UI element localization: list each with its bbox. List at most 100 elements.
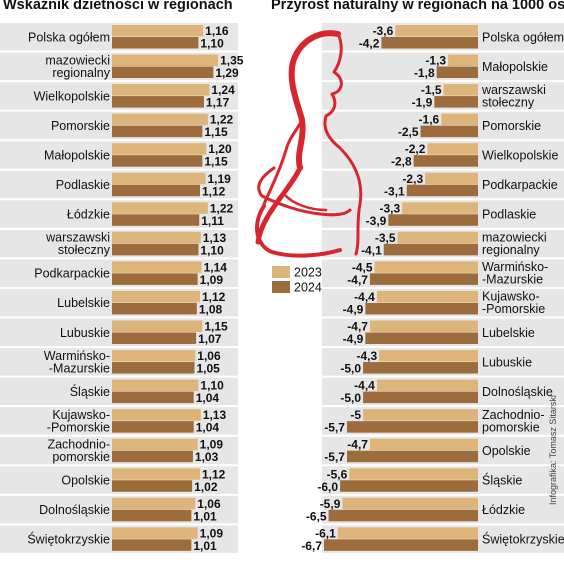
fertility-bar-2023 [112,527,198,539]
growth-bar-2024 [363,362,478,374]
growth-value-2023: -4,4 [354,290,375,304]
growth-value-2024: -5,7 [324,421,345,435]
fertility-bar-2023 [112,438,198,451]
growth-category-label: Polska ogółem [482,30,564,44]
fertility-value-2023: 1,19 [208,172,232,186]
fertility-category-label: Zachodnio- [47,437,110,451]
growth-bar-2023 [369,438,478,451]
growth-bar-2024 [434,96,478,108]
fertility-value-2023: 1,24 [211,83,235,97]
fertility-value-2023: 1,35 [220,54,244,68]
fertility-value-2024: 1,09 [200,273,224,287]
fertility-bar-2023 [112,497,196,510]
growth-bar-2024 [365,332,478,344]
growth-value-2023: -2,3 [402,172,423,186]
fertility-value-2023: 1,06 [197,349,221,363]
fertility-bar-2024 [112,214,200,226]
fertility-value-2024: 1,29 [215,66,239,80]
growth-category-label: regionalny [482,243,540,257]
fertility-bar-2023 [112,172,206,185]
fertility-bar-2023 [112,54,219,67]
growth-value-2024: -6,0 [317,480,338,494]
growth-category-label: Wielkopolskie [482,148,558,162]
growth-value-2024: -4,9 [343,332,364,346]
figure-hand-outline [284,194,328,212]
fertility-value-2024: 1,17 [206,96,230,110]
fertility-category-label: Lubelskie [57,296,110,310]
fertility-bar-2023 [112,379,199,392]
growth-bar-2023 [441,113,478,126]
growth-value-2024: -3,9 [366,214,387,228]
growth-category-label: Świętokrzyskie [482,532,564,547]
fertility-bar-2024 [112,539,192,551]
fertility-bar-2023 [112,468,200,480]
growth-value-2024: -4,2 [359,37,380,51]
legend-label-2024: 2024 [294,281,322,295]
fertility-value-2024: 1,08 [199,302,223,316]
growth-category-label: Lubuskie [482,355,532,369]
fertility-category-label: Opolskie [61,474,110,488]
growth-category-label: pomorskie [482,420,540,434]
growth-category-label: Śląskie [482,473,522,488]
figure-profile-outline [323,32,363,256]
fertility-bar-2024 [112,243,199,256]
legend-swatch-2024 [272,281,290,293]
growth-bar-2023 [376,379,478,392]
growth-value-2023: -3,5 [375,231,396,245]
fertility-value-2024: 1,02 [194,480,218,494]
fertility-bar-2024 [112,391,194,404]
fertility-value-2024: 1,01 [193,539,217,553]
fertility-value-2023: 1,10 [200,379,224,393]
growth-category-label: warszawski [481,83,546,97]
growth-value-2024: -5,0 [340,391,361,405]
fertility-value-2023: 1,12 [202,467,226,481]
growth-category-label: mazowiecki [482,231,547,245]
fertility-bar-2024 [112,421,194,433]
fertility-bar-2024 [112,509,192,522]
growth-bar-2024 [413,155,478,167]
fertility-value-2023: 1,16 [205,24,229,38]
fertility-value-2023: 1,12 [202,290,226,304]
fertility-bar-2024 [112,66,214,79]
fertility-bar-2023 [112,231,201,244]
fertility-category-label: Małopolskie [44,148,110,162]
fertility-bar-2024 [112,302,197,315]
growth-category-label: Lubelskie [482,326,535,340]
growth-bar-2024 [340,480,478,492]
growth-category-label: Dolnośląskie [482,385,553,399]
growth-bar-2024 [383,243,478,256]
fertility-category-label: Dolnośląskie [39,503,110,517]
fertility-value-2024: 1,11 [201,214,224,228]
growth-category-label: Warmińsko- [482,260,548,274]
growth-value-2023: -4,7 [347,438,368,452]
growth-value-2024: -3,1 [384,184,405,198]
fertility-category-label: -Pomorskie [47,420,110,434]
fertility-value-2023: 1,15 [204,320,228,334]
fertility-bar-2024 [112,362,195,374]
fertility-bar-2024 [112,96,204,108]
fertility-bar-2023 [112,320,203,332]
growth-bar-2023 [342,497,478,510]
fertility-category-label: Świętokrzyskie [27,532,110,547]
growth-category-label: Pomorskie [482,119,541,133]
growth-bar-2024 [388,214,478,226]
fertility-value-2024: 1,12 [202,184,226,198]
growth-bar-2024 [406,184,478,197]
fertility-bar-2023 [112,143,207,155]
fertility-category-label: warszawski [45,231,110,245]
growth-category-label: Opolskie [482,444,531,458]
growth-bar-2023 [443,84,478,96]
fertility-bar-2024 [112,332,197,344]
growth-category-label: Podkarpackie [482,178,558,192]
fertility-value-2024: 1,07 [198,332,222,346]
fertility-value-2024: 1,01 [193,509,217,523]
legend-label-2023: 2023 [294,266,322,280]
fertility-bar-2023 [112,261,202,273]
fertility-value-2024: 1,10 [200,243,224,257]
growth-value-2023: -4,5 [352,260,373,274]
growth-category-label: Zachodnio- [482,408,545,422]
fertility-bar-2023 [112,84,210,96]
growth-category-label: Kujawsko- [482,290,540,304]
growth-category-label: stołeczny [482,95,535,109]
figure-belly-outline [255,204,342,258]
